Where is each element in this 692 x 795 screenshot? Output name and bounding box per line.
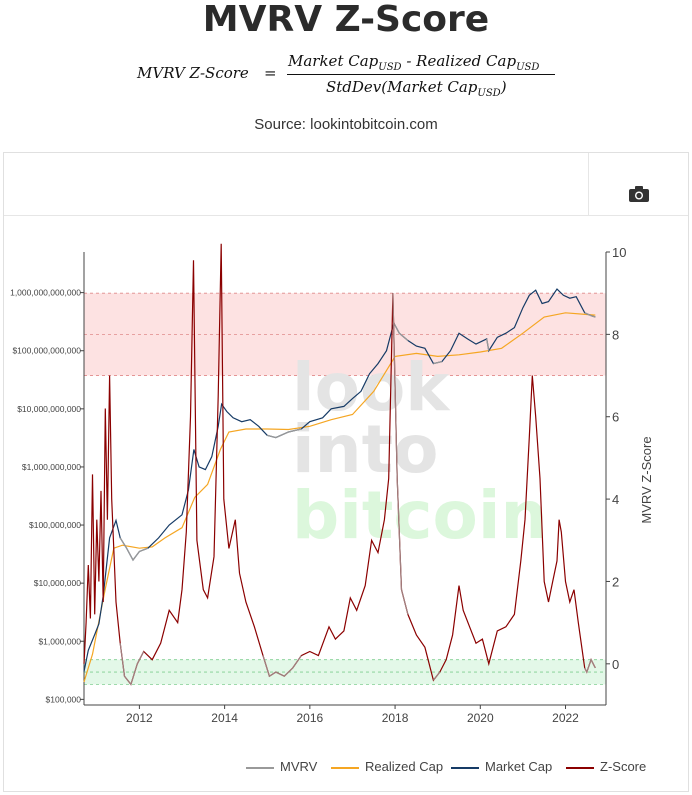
- formula-num-b: Realized Cap: [416, 52, 517, 70]
- series-z-score-low-1: [262, 655, 302, 678]
- legend-label-market-cap: Market Cap: [485, 759, 553, 774]
- x-tick-label: 2014: [211, 711, 238, 725]
- y-left-tick-label: $1,000,000: [38, 636, 81, 646]
- watermark-text-3: bitcoin: [292, 477, 548, 554]
- formula-denominator: StdDev(Market CapUSD): [326, 78, 507, 99]
- y-right-axis-label: MVRV Z-Score: [639, 436, 654, 523]
- series-realized-cap: [83, 312, 596, 683]
- camera-icon[interactable]: [629, 186, 649, 202]
- y-right-tick-label: 8: [612, 327, 619, 342]
- formula: MVRV Z-Score = Market CapUSD - Realized …: [0, 50, 692, 100]
- page-title: MVRV Z-Score: [202, 0, 490, 40]
- formula-lhs: MVRV Z-Score: [137, 64, 249, 82]
- chart-panel: [3, 152, 689, 792]
- formula-num-a: Market Cap: [288, 52, 379, 70]
- series-z-score-low-0: [119, 643, 145, 686]
- y-left-tick-label: $100,000,000,000: [12, 346, 81, 356]
- formula-den-close: ): [500, 78, 507, 96]
- formula-sub-3: USD: [477, 88, 501, 99]
- series-mvrv-segment-5: [393, 322, 409, 341]
- x-tick-label: 2012: [126, 711, 153, 725]
- formula-fraction-bar: [287, 74, 555, 75]
- legend-swatch-realized-cap: [331, 766, 359, 769]
- series-market-cap: [83, 288, 596, 672]
- chart-legend: MVRV Realized Cap Market Cap Z-Score: [0, 758, 692, 778]
- series-z-score-low-4: [584, 658, 596, 674]
- formula-num-sep: -: [401, 52, 417, 70]
- legend-swatch-mvrv: [246, 766, 274, 769]
- series-mvrv-segment-1: [267, 428, 302, 439]
- chart-toolbar: [4, 153, 688, 216]
- series-mvrv-segment-3: [486, 338, 490, 351]
- legend-item-z-score[interactable]: Z-Score: [566, 758, 646, 776]
- legend-swatch-market-cap: [451, 766, 479, 769]
- series-mvrv-segment-0: [119, 537, 149, 562]
- legend-item-mvrv[interactable]: MVRV: [246, 758, 317, 776]
- y-left-tick-label: $100,000,000: [29, 520, 81, 530]
- x-tick-label: 2016: [296, 711, 323, 725]
- y-left-tick-label: $100,000: [46, 694, 82, 704]
- formula-equals: =: [264, 64, 277, 82]
- series-z-score-low-5: [392, 293, 409, 615]
- watermark-text-1: look: [292, 349, 451, 426]
- y-left-tick-label: $10,000,000: [34, 578, 82, 588]
- x-tick-label: 2022: [552, 711, 579, 725]
- legend-item-realized-cap[interactable]: Realized Cap: [331, 758, 443, 776]
- legend-swatch-z-score: [566, 766, 594, 769]
- legend-label-z-score: Z-Score: [600, 759, 647, 774]
- series-mvrv-segment-4: [584, 312, 596, 318]
- y-right-tick-label: 10: [612, 245, 626, 260]
- series-mvrv-segment-2: [433, 360, 443, 365]
- x-tick-label: 2020: [467, 711, 494, 725]
- toolbar-camera-area: [588, 153, 688, 216]
- formula-numerator: Market CapUSD - Realized CapUSD: [288, 52, 539, 73]
- formula-sub-1: USD: [378, 62, 402, 73]
- y-right-tick-label: 2: [612, 574, 619, 589]
- y-right-tick-label: 0: [612, 657, 619, 672]
- x-tick-label: 2018: [382, 711, 409, 725]
- legend-label-mvrv: MVRV: [280, 759, 318, 774]
- formula-sub-2: USD: [516, 62, 540, 73]
- source-text: Source: lookintobitcoin.com: [254, 116, 438, 133]
- series-z-score-low-2: [432, 671, 441, 681]
- legend-item-market-cap[interactable]: Market Cap: [451, 758, 552, 776]
- y-right-tick-label: 6: [612, 410, 619, 425]
- legend-label-realized-cap: Realized Cap: [365, 759, 444, 774]
- y-left-tick-label: $1,000,000,000: [22, 462, 81, 472]
- y-left-tick-label: $10,000,000,000: [17, 404, 81, 414]
- formula-den-a: StdDev(Market Cap: [326, 78, 478, 96]
- y-left-tick-label: 1,000,000,000,000: [10, 288, 81, 298]
- y-right-tick-label: 4: [612, 492, 619, 507]
